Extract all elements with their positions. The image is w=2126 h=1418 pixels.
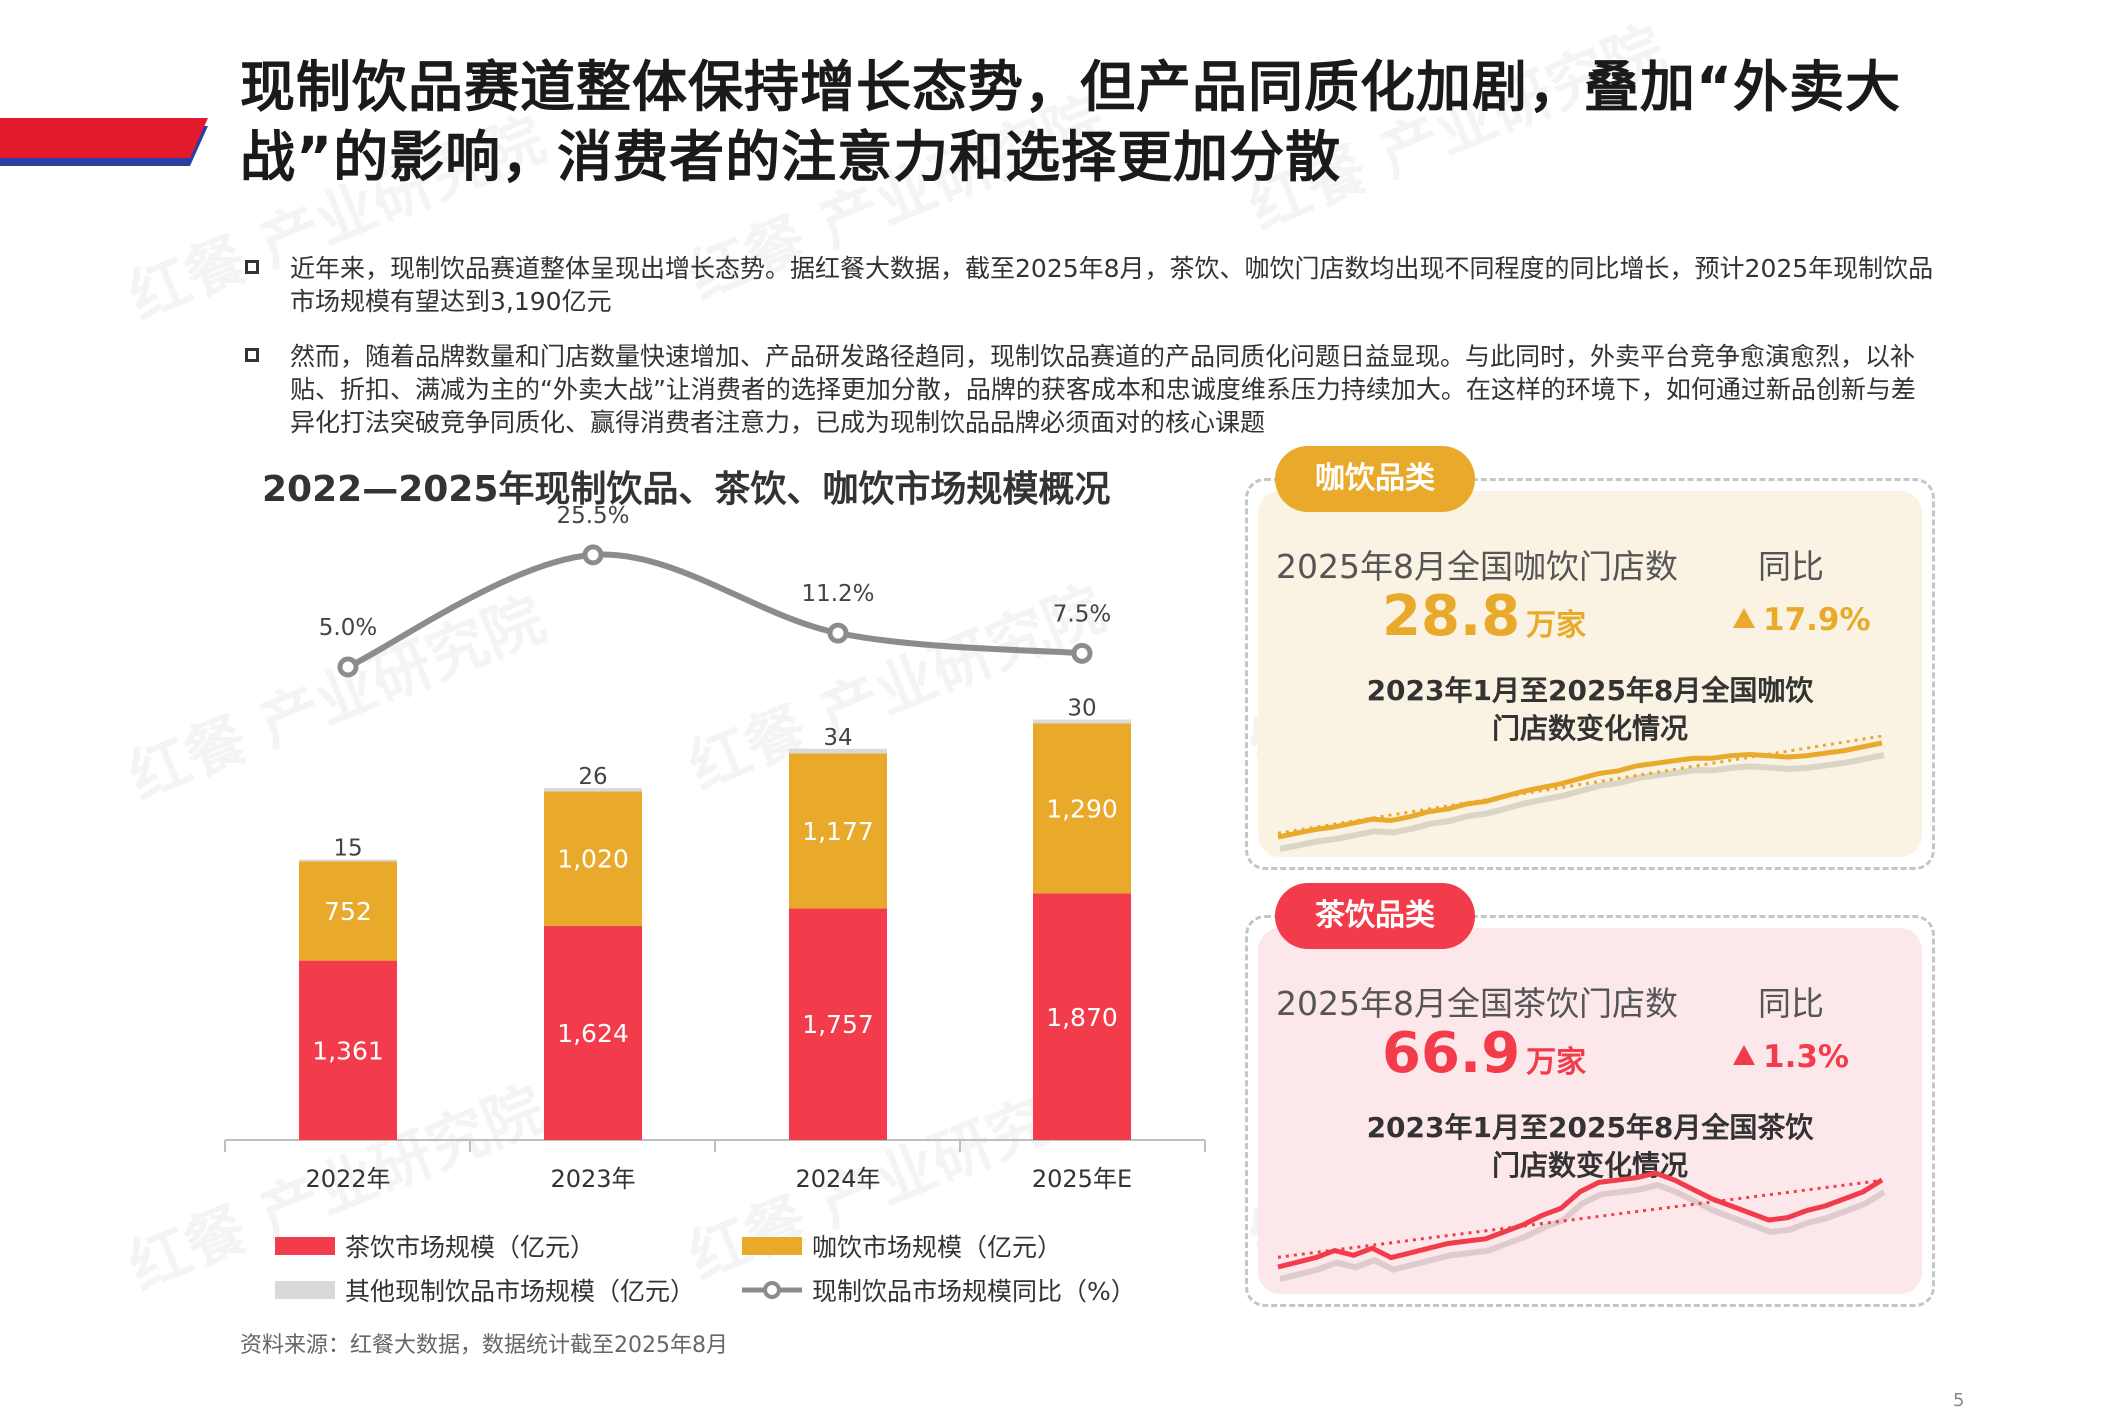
legend-label: 其他现制饮品市场规模（亿元） [345, 1277, 696, 1306]
yoy-point [337, 656, 359, 678]
bullet-text: 然而，随着品牌数量和门店数量快速增加、产品研发路径趋同，现制饮品赛道的产品同质化… [290, 342, 1916, 437]
yoy-point [1071, 642, 1093, 664]
up-arrow-icon [1733, 1045, 1755, 1065]
bar-value-label: 15 [333, 836, 362, 862]
x-tick-label: 2022年 [305, 1165, 390, 1193]
legend-line-marker-icon [742, 1281, 802, 1299]
coffee-store-value: 28.8 [1382, 584, 1521, 649]
bar-other [544, 788, 642, 792]
trend-fit-line [1277, 735, 1883, 835]
x-tick-label: 2024年 [795, 1165, 880, 1193]
bar-value-label: 30 [1067, 696, 1096, 722]
subtitle-line: 门店数变化情况 [1491, 1149, 1688, 1182]
page-number: 5 [1953, 1390, 1965, 1411]
bar-tea [299, 960, 397, 1140]
bullet-item: 近年来，现制饮品赛道整体呈现出增长态势。据红餐大数据，截至2025年8月，茶饮、… [240, 252, 1940, 318]
coffee-panel [1245, 478, 1935, 870]
yoy-label: 5.0% [319, 615, 377, 641]
yoy-label: 7.5% [1053, 601, 1111, 627]
bar-value-label: 1,020 [557, 845, 629, 874]
bullet-square-icon [245, 260, 259, 274]
tea-panel [1245, 915, 1935, 1307]
bar-tea [1033, 893, 1131, 1140]
coffee-yoy-value: 17.9% [1763, 602, 1871, 638]
tea-yoy-label: 同比 [1758, 984, 1824, 1023]
tea-store-unit: 万家 [1526, 1045, 1587, 1080]
subtitle-line: 门店数变化情况 [1491, 712, 1688, 745]
yoy-point [582, 544, 604, 566]
tea-store-count: 66.9 万家 [1382, 1021, 1586, 1086]
tea-store-label: 2025年8月全国茶饮门店数 [1276, 984, 1678, 1023]
bar-other [1033, 719, 1131, 724]
bullet-item: 然而，随着品牌数量和门店数量快速增加、产品研发路径趋同，现制饮品赛道的产品同质化… [240, 340, 1940, 440]
bar-value-label: 34 [823, 725, 852, 751]
coffee-store-unit: 万家 [1526, 608, 1587, 643]
bar-coffee [1033, 723, 1131, 894]
yoy-label: 11.2% [801, 581, 874, 607]
legend-tea: 茶饮市场规模（亿元） [275, 1228, 595, 1264]
x-tick-label: 2025年E [1032, 1165, 1132, 1193]
bar-value-label: 1,361 [312, 1036, 384, 1065]
bar-coffee [544, 791, 642, 926]
bullet-square-icon [245, 348, 259, 362]
bar-tea [544, 925, 642, 1140]
page-title: 现制饮品赛道整体保持增长态势，但产品同质化加剧，叠加“外卖大战”的影响，消费者的… [240, 55, 1902, 189]
coffee-tag: 咖饮品类 [1275, 446, 1475, 512]
tea-yoy: 1.3% [1733, 1039, 1849, 1075]
bar-value-label: 1,757 [802, 1010, 874, 1039]
bar-coffee [299, 861, 397, 961]
bar-value-label: 1,177 [802, 817, 874, 846]
trend-shadow [1279, 752, 1885, 852]
bar-value-label: 1,624 [557, 1019, 629, 1048]
tea-tag: 茶饮品类 [1275, 883, 1475, 949]
legend-swatch-other [275, 1281, 335, 1299]
tea-yoy-value: 1.3% [1763, 1039, 1849, 1075]
trend-line [1277, 1170, 1884, 1270]
bar-value-label: 1,290 [1046, 795, 1118, 824]
coffee-store-label: 2025年8月全国咖饮门店数 [1276, 547, 1678, 586]
tea-trend-subtitle: 2023年1月至2025年8月全国茶饮 门店数变化情况 [1310, 1109, 1870, 1185]
coffee-yoy: 17.9% [1733, 602, 1871, 638]
yoy-label: 25.5% [556, 503, 629, 529]
header-stripe [0, 118, 208, 166]
legend-label: 茶饮市场规模（亿元） [345, 1233, 596, 1262]
bar-value-label: 26 [578, 764, 607, 790]
trend-fit-line [1277, 1178, 1883, 1259]
chart-title: 2022—2025年现制饮品、茶饮、咖饮市场规模概况 [262, 469, 1111, 510]
bar-tea [789, 908, 887, 1140]
bar-other [789, 748, 887, 754]
bar-value-label: 752 [324, 897, 372, 926]
tea-store-value: 66.9 [1382, 1021, 1521, 1086]
up-arrow-icon [1733, 608, 1755, 628]
coffee-yoy-label: 同比 [1758, 547, 1824, 586]
legend-label: 咖饮市场规模（亿元） [812, 1233, 1063, 1262]
tea-panel-bg [1258, 928, 1922, 1294]
bar-value-label: 1,870 [1046, 1003, 1118, 1032]
legend-other: 其他现制饮品市场规模（亿元） [275, 1272, 695, 1308]
subtitle-line: 2023年1月至2025年8月全国茶饮 [1366, 1111, 1814, 1144]
coffee-panel-bg [1258, 491, 1922, 857]
coffee-trend-subtitle: 2023年1月至2025年8月全国咖饮 门店数变化情况 [1310, 672, 1870, 748]
trend-line [1277, 740, 1883, 840]
legend-coffee: 咖饮市场规模（亿元） [742, 1228, 1062, 1264]
yoy-point [827, 622, 849, 644]
coffee-store-count: 28.8 万家 [1382, 584, 1586, 649]
tea-trend-chart [1277, 1170, 1886, 1282]
x-tick-label: 2023年 [550, 1165, 635, 1193]
legend-label: 现制饮品市场规模同比（%） [812, 1277, 1136, 1306]
bullet-text: 近年来，现制饮品赛道整体呈现出增长态势。据红餐大数据，截至2025年8月，茶饮、… [290, 254, 1934, 316]
source-note: 资料来源：红餐大数据，数据统计截至2025年8月 [240, 1333, 728, 1358]
yoy-line [346, 551, 1083, 670]
legend-swatch-tea [275, 1237, 335, 1255]
bar-other [299, 859, 397, 862]
market-size-chart: 1,361 752 15 2022年 1,624 1,020 26 2023年 1,757 1,1… [224, 503, 1206, 1193]
bar-coffee [789, 753, 887, 909]
trend-shadow [1279, 1181, 1886, 1282]
legend-yoy: 现制饮品市场规模同比（%） [742, 1272, 1136, 1308]
subtitle-line: 2023年1月至2025年8月全国咖饮 [1366, 674, 1814, 707]
legend-swatch-coffee [742, 1237, 802, 1255]
coffee-trend-chart [1277, 735, 1885, 852]
